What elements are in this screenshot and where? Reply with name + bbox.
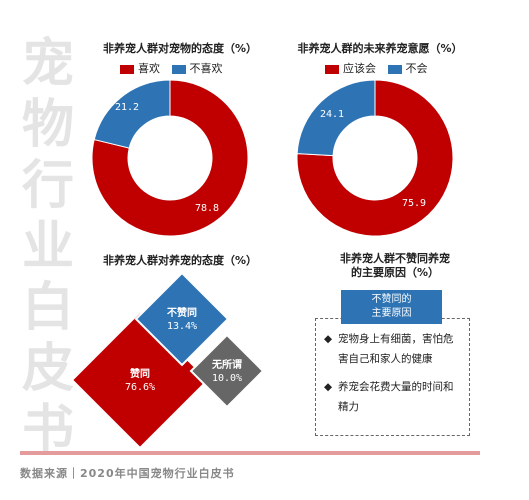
legend-label: 不会 bbox=[405, 62, 428, 75]
watermark-char: 行 bbox=[21, 156, 74, 216]
watermark-char: 业 bbox=[21, 217, 74, 277]
donut-value-label: 78.8 bbox=[195, 203, 219, 214]
reason-item: ◆ 宠物身上有细菌，害怕危害自己和家人的健康 bbox=[324, 329, 463, 369]
reason-text: 宠物身上有细菌，害怕危害自己和家人的健康 bbox=[338, 333, 454, 365]
diamond-bullet-icon: ◆ bbox=[324, 381, 333, 393]
legend-swatch bbox=[171, 64, 186, 74]
reason-item: ◆ 养宠会花费大量的时间和精力 bbox=[324, 377, 463, 417]
legend-swatch bbox=[387, 64, 402, 74]
chart1-title: 非养宠人群对宠物的态度（%） bbox=[102, 42, 258, 55]
donut-slice-primary bbox=[296, 79, 454, 237]
reasons-title-line: 的主要原因（%） bbox=[350, 266, 440, 279]
diamond-chart: 赞同 76.6% 不赞同 13.4% 无所谓 10.0% bbox=[70, 272, 265, 450]
legend-swatch bbox=[120, 64, 134, 74]
legend-label: 喜欢 bbox=[138, 62, 160, 75]
diamond-category-label: 不赞同 bbox=[167, 306, 197, 319]
reasons-header-line: 不赞同的 bbox=[371, 294, 412, 305]
legend-item: 喜欢 bbox=[120, 60, 160, 76]
watermark-title: 宠 物 行 业 白 皮 书 bbox=[20, 34, 76, 461]
diamond-bullet-icon: ◆ bbox=[324, 333, 333, 345]
watermark-char: 书 bbox=[21, 400, 74, 460]
chart2-title: 非养宠人群的未来养宠意愿（%） bbox=[297, 42, 463, 55]
reasons-title-line: 非养宠人群不赞同养宠 bbox=[340, 252, 450, 265]
chart2-legend: 应该会 不会 bbox=[325, 60, 436, 76]
reasons-header: 不赞同的 主要原因 bbox=[341, 290, 442, 324]
chart3-title: 非养宠人群对养宠的态度（%） bbox=[102, 254, 258, 267]
donut-slice-secondary bbox=[296, 79, 376, 157]
donut-value-label: 24.1 bbox=[320, 109, 344, 120]
legend-swatch bbox=[325, 64, 339, 74]
reason-text: 养宠会花费大量的时间和精力 bbox=[338, 381, 454, 413]
reasons-box: ◆ 宠物身上有细菌，害怕危害自己和家人的健康 ◆ 养宠会花费大量的时间和精力 bbox=[315, 318, 470, 436]
donut-value-label: 21.2 bbox=[115, 102, 139, 113]
watermark-char: 白 bbox=[21, 278, 74, 338]
donut-slice-secondary bbox=[93, 79, 171, 149]
legend-item: 不喜欢 bbox=[171, 60, 223, 76]
reasons-title: 非养宠人群不赞同养宠 的主要原因（%） bbox=[310, 252, 480, 280]
donut-chart-2: 75.9 24.1 bbox=[296, 79, 454, 237]
watermark-char: 皮 bbox=[21, 339, 74, 399]
legend-item: 不会 bbox=[387, 60, 428, 76]
legend-label: 不喜欢 bbox=[189, 62, 223, 75]
watermark-char: 宠 bbox=[21, 34, 74, 94]
chart1-legend: 喜欢 不喜欢 bbox=[120, 60, 231, 76]
legend-item: 应该会 bbox=[325, 60, 376, 76]
footer-divider bbox=[20, 451, 480, 455]
diamond-category-label: 赞同 bbox=[129, 367, 150, 380]
diamond-value-label: 76.6% bbox=[125, 382, 155, 393]
legend-label: 应该会 bbox=[343, 62, 376, 75]
donut-slice-primary bbox=[91, 79, 249, 237]
footer-source: 数据来源｜2020年中国宠物行业白皮书 bbox=[20, 467, 235, 480]
watermark-char: 物 bbox=[21, 95, 74, 155]
diamond-indifferent bbox=[189, 333, 265, 409]
donut-chart-1: 78.8 21.2 bbox=[91, 79, 249, 237]
diamond-value-label: 13.4% bbox=[167, 321, 197, 332]
diamond-category-label: 无所谓 bbox=[211, 358, 242, 371]
donut-value-label: 75.9 bbox=[402, 198, 426, 209]
diamond-disagree bbox=[134, 272, 230, 367]
diamond-value-label: 10.0% bbox=[212, 373, 242, 384]
reasons-header-line: 主要原因 bbox=[371, 308, 412, 319]
